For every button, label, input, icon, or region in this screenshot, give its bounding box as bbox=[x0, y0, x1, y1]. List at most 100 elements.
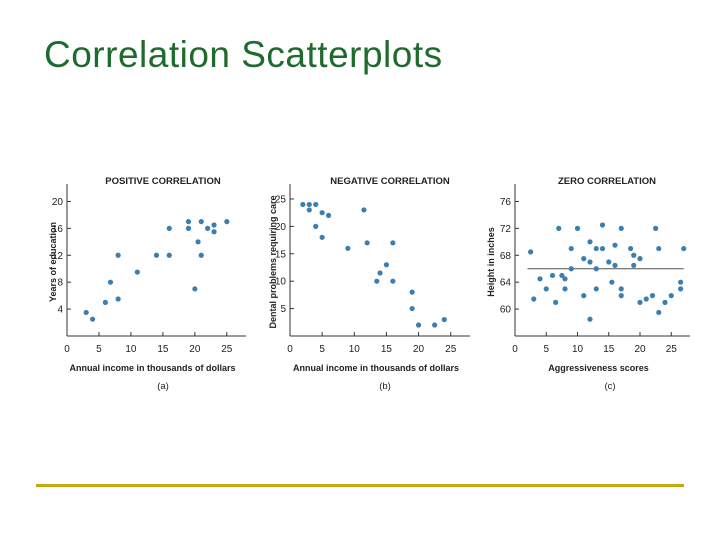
data-point bbox=[618, 286, 624, 292]
chart-title: POSITIVE CORRELATION bbox=[105, 176, 221, 187]
x-tick-label: 0 bbox=[64, 344, 70, 355]
data-point bbox=[345, 245, 351, 251]
data-point bbox=[115, 296, 121, 302]
data-point bbox=[568, 245, 574, 252]
data-point bbox=[185, 219, 192, 225]
data-point bbox=[662, 299, 668, 305]
data-point bbox=[300, 201, 306, 208]
data-point bbox=[313, 223, 319, 229]
chart-title: ZERO CORRELATION bbox=[558, 176, 656, 187]
x-tick-label: 0 bbox=[287, 344, 293, 355]
y-tick-label: 12 bbox=[52, 251, 64, 262]
y-axis-label: Years of education bbox=[48, 222, 58, 302]
data-point bbox=[653, 225, 659, 231]
chart-title: NEGATIVE CORRELATION bbox=[330, 176, 450, 187]
data-point bbox=[678, 286, 684, 292]
y-tick-label: 10 bbox=[275, 277, 287, 288]
data-point bbox=[415, 322, 422, 328]
data-point bbox=[198, 219, 204, 225]
y-tick-label: 20 bbox=[52, 197, 64, 208]
data-point bbox=[377, 270, 383, 276]
x-axis-label: Annual income in thousands of dollars bbox=[69, 363, 235, 373]
data-point bbox=[107, 279, 114, 285]
data-point bbox=[587, 316, 593, 322]
data-point bbox=[681, 245, 687, 252]
data-point bbox=[374, 278, 380, 284]
data-point bbox=[637, 256, 643, 262]
data-point bbox=[528, 249, 534, 255]
data-point bbox=[531, 296, 537, 302]
chart-caption: (a) bbox=[157, 381, 169, 392]
data-point bbox=[649, 293, 656, 299]
data-point bbox=[593, 266, 599, 272]
scatterplot-1: POSITIVE CORRELATION 4 8 12 16 20 0 5 10 15 20 25 An… bbox=[48, 176, 246, 392]
x-tick-label: 10 bbox=[125, 344, 137, 355]
data-point bbox=[581, 293, 587, 299]
x-tick-label: 15 bbox=[157, 344, 169, 355]
data-point bbox=[574, 225, 581, 231]
y-tick-label: 15 bbox=[275, 249, 287, 260]
data-point bbox=[553, 299, 559, 305]
data-point bbox=[612, 262, 618, 268]
data-point bbox=[593, 245, 599, 252]
data-point bbox=[166, 225, 172, 231]
data-point bbox=[441, 316, 447, 323]
y-tick-label: 60 bbox=[500, 305, 512, 316]
data-point bbox=[556, 225, 562, 231]
data-point bbox=[383, 262, 390, 268]
x-tick-label: 20 bbox=[189, 344, 201, 355]
data-point bbox=[656, 309, 662, 316]
data-point bbox=[678, 279, 684, 285]
data-point bbox=[185, 225, 192, 231]
data-point bbox=[205, 225, 211, 231]
data-point bbox=[587, 239, 593, 245]
data-point bbox=[643, 296, 649, 302]
bottom-rule bbox=[36, 484, 684, 487]
y-tick-label: 8 bbox=[57, 278, 63, 289]
x-tick-label: 20 bbox=[413, 344, 425, 355]
data-point bbox=[409, 289, 415, 295]
data-point bbox=[612, 242, 618, 248]
data-point bbox=[409, 305, 415, 312]
data-point bbox=[153, 252, 160, 258]
data-point bbox=[628, 245, 634, 252]
data-point bbox=[390, 240, 396, 246]
x-tick-label: 5 bbox=[319, 344, 325, 355]
data-point bbox=[319, 210, 325, 216]
y-tick-label: 72 bbox=[500, 224, 512, 235]
x-tick-label: 20 bbox=[634, 344, 646, 355]
y-tick-label: 68 bbox=[500, 251, 512, 262]
data-point bbox=[668, 293, 674, 299]
data-point bbox=[115, 252, 121, 258]
data-point bbox=[192, 286, 198, 292]
data-point bbox=[313, 201, 319, 208]
x-tick-label: 15 bbox=[381, 344, 393, 355]
data-point bbox=[587, 259, 593, 265]
y-tick-label: 5 bbox=[280, 304, 286, 315]
data-point bbox=[211, 222, 217, 228]
x-tick-label: 10 bbox=[349, 344, 361, 355]
data-point bbox=[656, 245, 662, 252]
data-point bbox=[195, 239, 201, 245]
y-tick-label: 76 bbox=[500, 197, 512, 208]
scatterplot-2: NEGATIVE CORRELATION 5 10 15 20 25 0 5 10 15 20 25 A… bbox=[268, 176, 470, 392]
y-tick-label: 4 bbox=[57, 305, 63, 316]
x-tick-label: 0 bbox=[512, 344, 518, 355]
data-point bbox=[89, 316, 96, 322]
x-tick-label: 10 bbox=[572, 344, 584, 355]
x-tick-label: 25 bbox=[221, 344, 233, 355]
data-point bbox=[637, 299, 643, 305]
scatterplot-3: ZERO CORRELATION 60 64 68 72 76 0 5 10 15 20 25 Aggr… bbox=[486, 176, 690, 392]
data-point bbox=[537, 276, 543, 282]
data-point bbox=[581, 256, 587, 262]
y-tick-label: 25 bbox=[275, 194, 287, 205]
data-point bbox=[593, 286, 599, 292]
data-point bbox=[609, 279, 615, 285]
y-tick-label: 64 bbox=[500, 278, 512, 289]
chart-caption: (c) bbox=[604, 381, 615, 392]
data-point bbox=[543, 286, 549, 292]
data-point bbox=[618, 293, 624, 299]
y-axis-label: Dental problems requiring care bbox=[268, 195, 278, 328]
x-tick-label: 15 bbox=[603, 344, 615, 355]
